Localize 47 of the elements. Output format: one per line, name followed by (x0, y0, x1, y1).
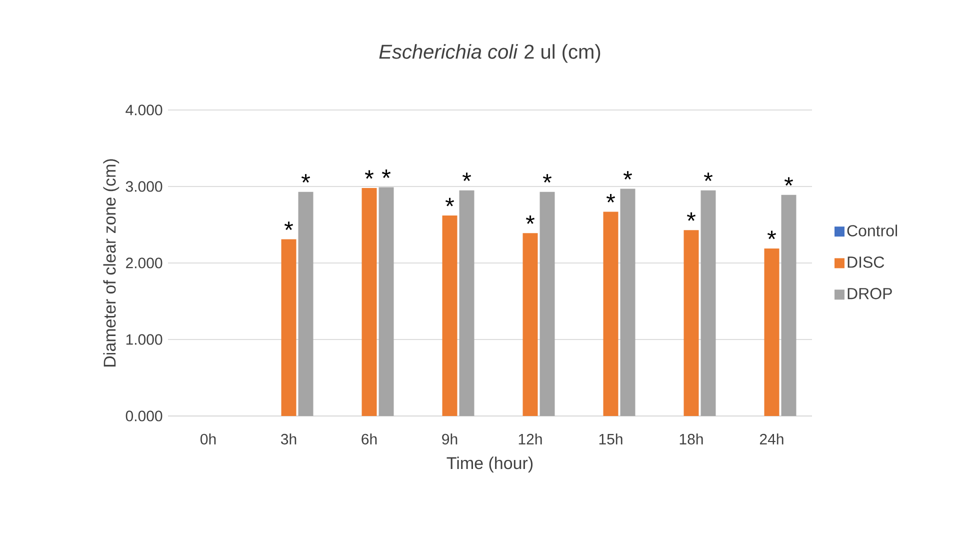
x-tick-label: 6h (362, 433, 377, 444)
bar (378, 187, 394, 416)
bar (281, 239, 296, 416)
bar (442, 216, 458, 416)
bar (459, 190, 474, 416)
data-label: * (784, 177, 794, 186)
chart-title: Escherichia coli 2 ul (cm) (379, 44, 600, 63)
bar (781, 194, 796, 416)
bar (620, 188, 636, 416)
y-tick-label: 2.000 (126, 258, 162, 268)
bar (700, 190, 716, 416)
x-tick-label: 9h (442, 433, 458, 444)
bar (540, 192, 555, 416)
bar (603, 212, 618, 416)
data-label: * (445, 198, 454, 206)
y-tick-label: 0.000 (126, 410, 162, 422)
legend-label: DROP (848, 288, 892, 300)
x-tick-label: 24h (760, 433, 784, 444)
data-label: * (284, 222, 294, 230)
data-label: * (686, 212, 696, 221)
data-label: * (462, 172, 472, 182)
data-label: * (364, 170, 374, 179)
data-label: * (301, 174, 310, 183)
y-axis-title: Diameter of clear zone (cm) (103, 159, 120, 366)
y-tick-label: 4.000 (126, 104, 162, 116)
legend-label: Control (847, 224, 897, 236)
bar (684, 230, 699, 416)
x-tick-label: 18h (680, 433, 703, 444)
y-tick-label: 1.000 (126, 334, 162, 345)
x-tick-label: 15h (599, 433, 622, 444)
x-axis-title: Time (hour) (446, 456, 533, 472)
data-label: * (382, 170, 391, 178)
data-label: * (767, 230, 776, 240)
x-tick-label: 12h (518, 433, 542, 444)
bar (298, 192, 314, 416)
x-tick-label: 0h (200, 433, 216, 444)
data-label: * (623, 171, 632, 180)
bar (362, 188, 377, 416)
legend-label: DISC (848, 256, 884, 268)
data-label: * (606, 194, 616, 202)
x-tick-label: 3h (280, 433, 296, 444)
bar (764, 248, 780, 416)
data-label: * (542, 174, 552, 183)
y-tick-label: 3.000 (126, 181, 162, 192)
bar (522, 233, 538, 416)
data-label: * (526, 215, 535, 224)
data-label: * (704, 172, 713, 182)
